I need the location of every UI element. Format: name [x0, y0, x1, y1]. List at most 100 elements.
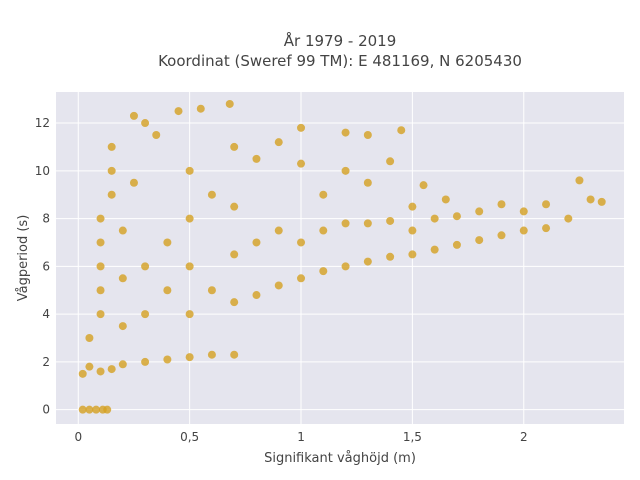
data-point	[386, 252, 395, 261]
data-point	[107, 166, 116, 175]
data-point	[297, 274, 306, 283]
data-point	[319, 267, 328, 276]
data-point	[185, 310, 194, 319]
data-point	[85, 334, 94, 343]
data-point	[96, 214, 105, 223]
data-point	[519, 226, 528, 235]
x-tick-labels: 0 0,5 1 1,5 2	[74, 430, 527, 444]
data-point	[408, 250, 417, 259]
y-tick-label: 8	[42, 212, 50, 226]
y-tick-label: 2	[42, 355, 50, 369]
x-axis-label: Signifikant våghöjd (m)	[264, 451, 416, 466]
data-point	[129, 178, 138, 187]
data-point	[118, 274, 127, 283]
data-point	[225, 99, 234, 108]
data-point	[118, 322, 127, 331]
data-point	[430, 214, 439, 223]
data-point	[230, 350, 239, 359]
data-point	[386, 157, 395, 166]
data-point	[185, 214, 194, 223]
data-point	[475, 236, 484, 245]
data-point	[163, 238, 172, 247]
data-point	[207, 190, 216, 199]
data-point	[297, 238, 306, 247]
data-point	[575, 176, 584, 185]
data-point	[542, 224, 551, 233]
data-point	[96, 367, 105, 376]
data-point	[85, 362, 94, 371]
plot-area	[56, 92, 624, 424]
data-point	[78, 369, 87, 378]
data-point	[230, 250, 239, 259]
x-tick-label: 1	[297, 430, 305, 444]
data-point	[85, 405, 94, 414]
x-tick-label: 0,5	[180, 430, 199, 444]
data-point	[586, 195, 595, 204]
data-point	[107, 190, 116, 199]
data-point	[185, 353, 194, 362]
data-point	[78, 405, 87, 414]
data-point	[163, 355, 172, 364]
data-point	[397, 126, 406, 135]
data-point	[141, 119, 150, 128]
data-point	[96, 310, 105, 319]
data-point	[341, 262, 350, 271]
data-point	[363, 257, 372, 266]
data-point	[475, 207, 484, 216]
x-tick-label: 1,5	[403, 430, 422, 444]
data-point	[519, 207, 528, 216]
data-point	[141, 310, 150, 319]
data-point	[297, 123, 306, 132]
y-tick-labels: 0 2 4 6 8 10 12	[35, 116, 50, 417]
data-point	[452, 240, 461, 249]
data-point	[174, 107, 183, 116]
grid-lines	[56, 92, 624, 424]
data-point	[430, 245, 439, 254]
data-point	[92, 405, 101, 414]
data-point	[274, 138, 283, 147]
data-point	[597, 197, 606, 206]
data-point	[319, 226, 328, 235]
data-point	[141, 357, 150, 366]
data-point	[252, 238, 261, 247]
data-point	[441, 195, 450, 204]
data-point	[230, 298, 239, 307]
data-point	[163, 286, 172, 295]
data-point	[386, 216, 395, 225]
data-point	[118, 360, 127, 369]
data-point	[408, 202, 417, 211]
y-tick-label: 4	[42, 307, 50, 321]
data-point	[185, 166, 194, 175]
x-tick-label: 2	[520, 430, 528, 444]
data-point	[207, 350, 216, 359]
data-point	[452, 212, 461, 221]
data-point	[297, 159, 306, 168]
data-point	[96, 262, 105, 271]
data-point	[274, 281, 283, 290]
data-point	[341, 166, 350, 175]
data-point	[341, 128, 350, 137]
data-point	[252, 154, 261, 163]
data-point	[542, 200, 551, 209]
data-point	[274, 226, 283, 235]
y-tick-label: 10	[35, 164, 50, 178]
chart-title-line1: År 1979 - 2019	[284, 31, 397, 50]
y-tick-label: 12	[35, 116, 50, 130]
data-point	[341, 219, 350, 228]
data-point	[118, 226, 127, 235]
data-point	[230, 202, 239, 211]
chart-title-line2: Koordinat (Sweref 99 TM): E 481169, N 62…	[158, 52, 522, 70]
data-point	[185, 262, 194, 271]
data-point	[152, 130, 161, 139]
data-point	[363, 130, 372, 139]
data-point	[497, 200, 506, 209]
data-point	[107, 365, 116, 374]
data-point	[363, 178, 372, 187]
data-point	[103, 405, 112, 414]
y-axis-label: Vågperiod (s)	[16, 215, 31, 302]
y-tick-label: 0	[42, 403, 50, 417]
data-point	[408, 226, 417, 235]
data-point	[363, 219, 372, 228]
data-point	[196, 104, 205, 113]
